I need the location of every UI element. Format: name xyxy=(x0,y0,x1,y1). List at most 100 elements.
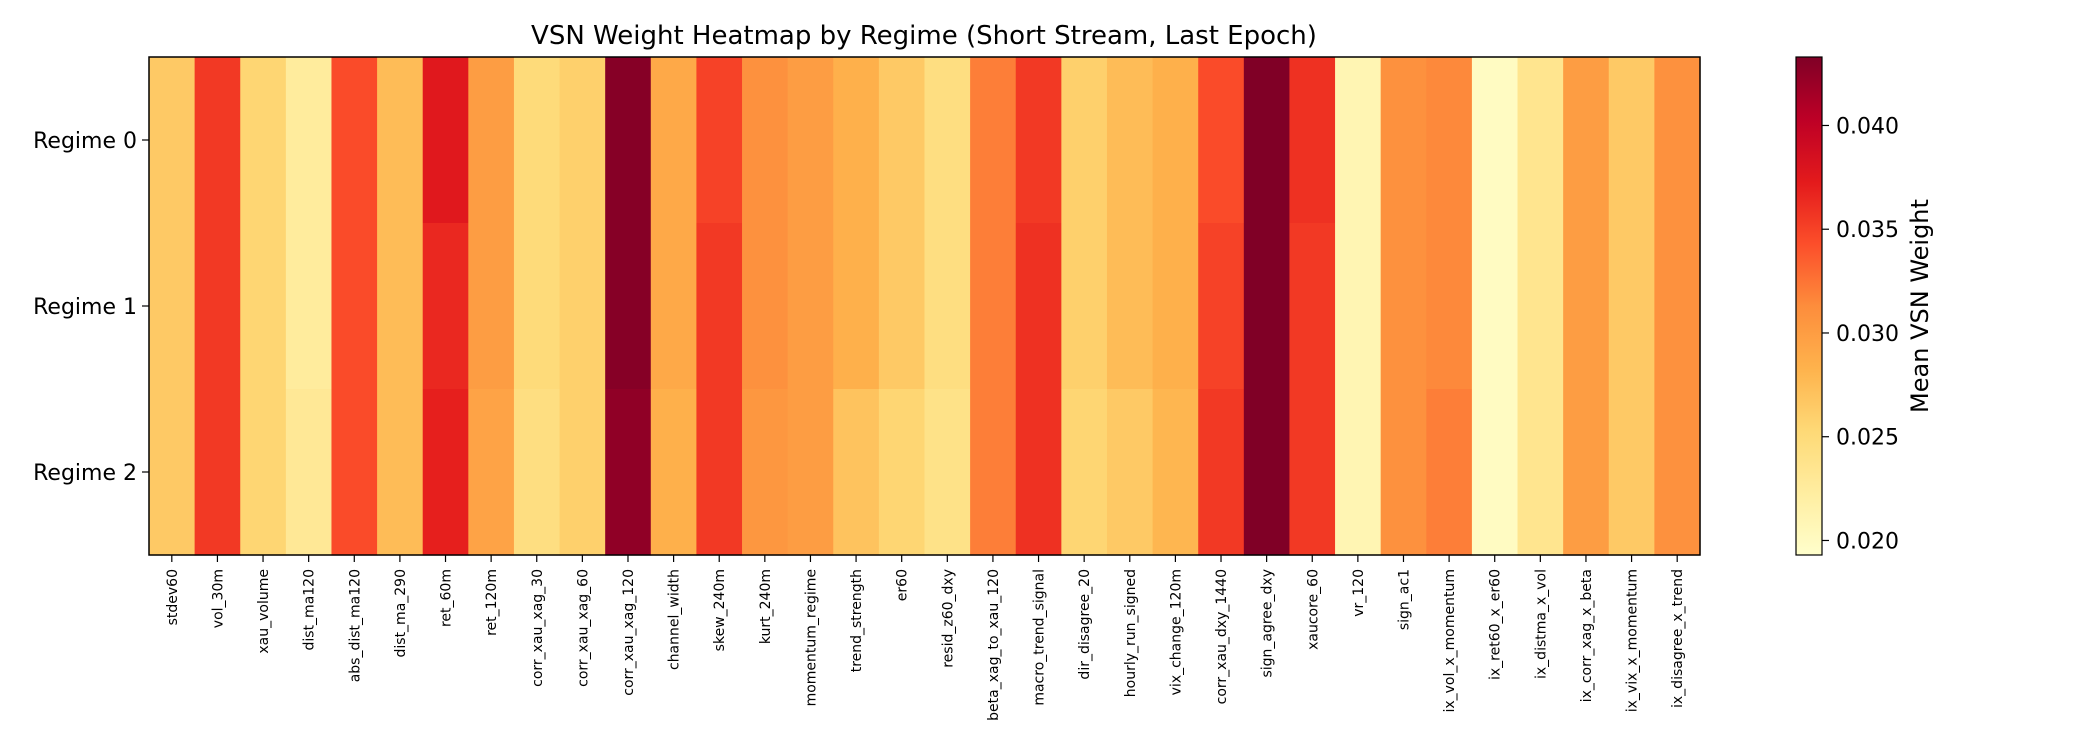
x-tick-label: dist_ma_290 xyxy=(393,569,409,658)
heatmap-cell xyxy=(285,57,333,224)
x-tick-label: ret_60m xyxy=(439,569,455,627)
heatmap-cell xyxy=(1152,223,1199,390)
heatmap-cell xyxy=(1563,223,1610,390)
heatmap-cell xyxy=(285,389,333,556)
x-tick-label: xaucore_60 xyxy=(1305,569,1321,650)
heatmap-cell xyxy=(833,223,880,390)
heatmap-cell xyxy=(331,389,378,556)
x-tick-label: corr_xau_xag_60 xyxy=(575,569,591,687)
heatmap-cell xyxy=(924,389,971,556)
x-tick-label: kurt_240m xyxy=(758,569,774,644)
x-tick-label: ix_distma_x_vol xyxy=(1533,569,1549,679)
heatmap-cell xyxy=(924,223,971,390)
heatmap-cell xyxy=(149,389,196,556)
colorbar-label: Mean VSN Weight xyxy=(1906,199,1934,413)
x-tick-label: skew_240m xyxy=(712,569,728,651)
heatmap-cell xyxy=(787,57,834,224)
colorbar-tick-label: 0.025 xyxy=(1836,426,1899,451)
x-tick-label: vix_change_120m xyxy=(1168,569,1184,695)
heatmap-cell xyxy=(240,389,287,556)
heatmap-cell xyxy=(878,223,926,390)
heatmap-cell xyxy=(149,223,196,390)
x-tick-label: momentum_regime xyxy=(803,569,819,706)
heatmap-cell xyxy=(1654,223,1701,390)
heatmap-cell xyxy=(377,223,424,390)
heatmap-cell xyxy=(787,389,834,556)
heatmap-cell xyxy=(878,57,926,224)
heatmap-cell xyxy=(285,223,333,390)
heatmap-cell xyxy=(468,57,515,224)
heatmap-cell xyxy=(650,57,698,224)
heatmap-cell xyxy=(1654,389,1701,556)
heatmap-cell xyxy=(1198,389,1245,556)
x-tick-label: ix_ret60_x_er60 xyxy=(1488,569,1504,680)
heatmap-cell xyxy=(1106,223,1154,390)
heatmap-cell xyxy=(194,223,241,390)
heatmap-cell xyxy=(331,223,378,390)
heatmap-cell xyxy=(970,57,1017,224)
heatmap-cell xyxy=(1654,57,1701,224)
heatmap-cell xyxy=(194,57,241,224)
heatmap-cell xyxy=(833,389,880,556)
y-axis-ticks: Regime 0 Regime 1 Regime 2 xyxy=(33,129,149,486)
heatmap-cell xyxy=(742,389,789,556)
x-tick-label: macro_trend_signal xyxy=(1032,569,1048,706)
x-tick-label: vol_30m xyxy=(210,569,226,628)
heatmap-cell xyxy=(1517,57,1564,224)
colorbar-ticks: 0.020 0.025 0.030 0.035 0.040 xyxy=(1822,114,1899,554)
x-tick-label: sign_ac1 xyxy=(1396,569,1412,630)
heatmap-cell xyxy=(1015,389,1062,556)
x-tick-label: sign_agree_dxy xyxy=(1260,569,1276,678)
heatmap-cell xyxy=(559,389,606,556)
heatmap-cell xyxy=(1243,389,1291,556)
heatmap-cell xyxy=(1152,57,1199,224)
x-tick-label: dir_disagree_20 xyxy=(1077,569,1093,680)
x-tick-label: beta_xag_to_xau_120 xyxy=(986,569,1002,721)
x-tick-label: hourly_run_signed xyxy=(1123,569,1139,697)
heatmap-cell xyxy=(970,389,1017,556)
heatmap-cell xyxy=(1426,57,1473,224)
heatmap-cell xyxy=(1380,57,1427,224)
x-tick-label: channel_width xyxy=(667,569,683,670)
heatmap-cell xyxy=(650,223,698,390)
x-tick-label: ix_corr_xag_x_beta xyxy=(1579,569,1595,702)
heatmap-cell xyxy=(1061,223,1108,390)
heatmap-cell xyxy=(696,389,743,556)
heatmap-cell xyxy=(468,223,515,390)
heatmap-cell xyxy=(1061,389,1108,556)
x-tick-label: abs_dist_ma120 xyxy=(347,569,363,682)
heatmap-cell xyxy=(1335,223,1382,390)
heatmap-cell xyxy=(1106,389,1154,556)
heatmap-cell xyxy=(924,57,971,224)
heatmap-cell xyxy=(1608,223,1655,390)
heatmap-cell xyxy=(1426,223,1473,390)
heatmap-cell xyxy=(1106,57,1154,224)
x-tick-label: ix_vol_x_momentum xyxy=(1442,569,1458,713)
heatmap-cell xyxy=(1608,389,1655,556)
x-tick-label: corr_xau_dxy_1440 xyxy=(1214,569,1230,704)
y-tick-label: Regime 2 xyxy=(33,461,137,486)
heatmap-cell xyxy=(1335,57,1382,224)
heatmap-cell xyxy=(1243,223,1291,390)
heatmap-cell xyxy=(559,223,606,390)
colorbar xyxy=(1795,56,1823,556)
x-tick-label: dist_ma120 xyxy=(302,569,318,651)
heatmap-cell xyxy=(1015,223,1062,390)
heatmap-cell xyxy=(422,223,469,390)
heatmap-cell xyxy=(1289,57,1336,224)
x-tick-label: corr_xau_xag_120 xyxy=(621,569,637,696)
heatmap-cell xyxy=(513,223,561,390)
heatmap-cell xyxy=(194,389,241,556)
heatmap-cell xyxy=(1380,223,1427,390)
x-tick-label: resid_z60_dxy xyxy=(940,569,956,668)
y-tick-label: Regime 0 xyxy=(33,129,137,154)
x-tick-label: xau_volume xyxy=(256,569,272,654)
heatmap-cell xyxy=(1380,389,1427,556)
heatmap-cells xyxy=(149,57,1701,556)
heatmap-cell xyxy=(696,223,743,390)
y-tick-label: Regime 1 xyxy=(33,295,137,320)
heatmap-cell xyxy=(1289,389,1336,556)
x-tick-label: corr_xau_xag_30 xyxy=(530,569,546,687)
heatmap-cell xyxy=(1061,57,1108,224)
